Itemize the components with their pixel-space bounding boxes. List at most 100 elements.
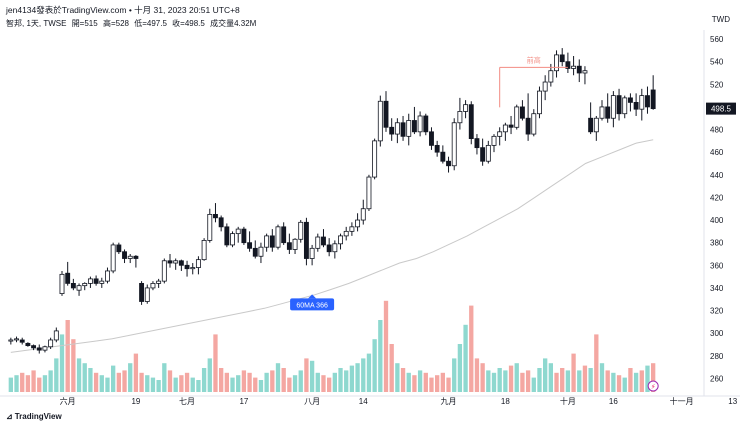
ohlc-legend: 智邦, 1天, TWSE 開=515 高=528 低=497.5 收=498.5… (6, 18, 259, 29)
volume-bar (93, 372, 99, 392)
candle (286, 233, 292, 254)
candle (457, 97, 463, 130)
candle-body (87, 278, 93, 284)
candle-body (491, 135, 497, 146)
candle (122, 249, 127, 264)
volume-bar (14, 375, 19, 392)
volume-bar (304, 358, 309, 392)
candle (156, 278, 162, 288)
y-tick-label: 400 (710, 216, 724, 225)
candle-body (502, 124, 508, 133)
volume-bar (469, 305, 474, 392)
candle-body (485, 144, 491, 162)
candle (491, 134, 497, 153)
candle-body (76, 285, 82, 291)
candle (207, 208, 213, 243)
candle-body (292, 238, 298, 250)
candle-body (332, 243, 338, 253)
candle-body (93, 278, 99, 284)
volume-bar (491, 372, 497, 392)
volume-bar (25, 375, 31, 392)
candle (554, 50, 559, 78)
candle-body (531, 113, 537, 135)
candle (434, 140, 440, 157)
candle (70, 278, 76, 291)
candle-body (127, 255, 133, 259)
candle-body (105, 270, 110, 282)
candle (377, 95, 383, 147)
y-tick-label: 480 (710, 126, 724, 135)
candle (616, 88, 622, 121)
candle (264, 233, 270, 252)
candle (19, 337, 25, 345)
candle (48, 337, 54, 350)
candle (99, 277, 105, 288)
ma-tag-box (290, 298, 335, 311)
candle (105, 267, 110, 284)
candle-body (338, 235, 343, 245)
candle (161, 258, 167, 284)
candle-body (355, 219, 361, 228)
volume-bar (264, 372, 269, 392)
candle-body (25, 342, 31, 347)
lightning-icon (647, 380, 659, 392)
candle (588, 102, 594, 135)
volume-bar (616, 375, 622, 392)
volume-bar (389, 344, 394, 392)
candle-body (65, 272, 71, 284)
volume-bar (59, 334, 65, 392)
candle-body (59, 273, 65, 294)
candle (610, 91, 616, 128)
candle (537, 86, 542, 119)
y-tick-label: 360 (710, 261, 724, 270)
candle-body (360, 208, 366, 221)
volume-bar (20, 372, 25, 392)
volume-bar (548, 363, 554, 392)
candle (184, 260, 190, 277)
candle-body (122, 251, 127, 259)
candle (252, 240, 258, 259)
candle (298, 220, 304, 243)
tradingview-logo[interactable]: ⊿ TradingView (6, 412, 62, 421)
candle-body (161, 260, 167, 282)
candle-body (31, 345, 37, 349)
volume-bar (338, 368, 343, 392)
candle (116, 242, 122, 254)
candle-body (235, 228, 241, 235)
volume-bar (179, 375, 184, 392)
candle-body (542, 81, 548, 92)
candle-body (230, 233, 235, 246)
candle-body (400, 122, 406, 137)
candle (127, 253, 133, 264)
candle (178, 259, 184, 271)
candle-body (468, 104, 474, 139)
candle-body (605, 106, 611, 119)
candle-body (519, 106, 525, 119)
volume-bar (366, 353, 372, 392)
candle (411, 106, 417, 135)
volume-bar (201, 368, 207, 392)
volume-bar (145, 375, 150, 392)
volume-bar (207, 358, 212, 392)
volume-bar (162, 363, 167, 392)
symbol-label[interactable]: 智邦, 1天, TWSE (6, 19, 67, 28)
volume-bar (440, 372, 446, 392)
candle (258, 242, 264, 264)
candle-body (156, 280, 162, 284)
candle (502, 122, 508, 141)
candle (59, 270, 65, 296)
y-tick-label: 520 (710, 80, 724, 89)
candle-body (286, 242, 292, 250)
candle (406, 113, 412, 146)
candle (525, 93, 531, 141)
candle-body (201, 240, 207, 261)
candle (42, 345, 48, 353)
candle-body (446, 160, 451, 167)
volume-bar (292, 375, 298, 392)
candle (281, 222, 287, 245)
candle-body (440, 151, 446, 162)
candle (31, 344, 37, 351)
volume-bar (605, 370, 610, 392)
volume-bar (275, 363, 281, 392)
